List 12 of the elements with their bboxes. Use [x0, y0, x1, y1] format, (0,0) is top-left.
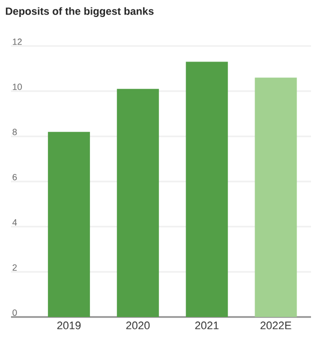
chart-title: Deposits of the biggest banks	[6, 7, 154, 17]
y-tick-label: 10	[12, 84, 22, 90]
x-tick-label: 2022E	[260, 322, 292, 330]
y-tick-label: 2	[12, 264, 17, 271]
x-tick-label: 2020	[126, 322, 150, 330]
y-tick-label: 6	[12, 174, 17, 180]
y-tick-label: 4	[12, 219, 17, 226]
y-tick-label: 0	[12, 309, 17, 316]
y-tick-label: 12	[12, 38, 22, 45]
x-tick-label: 2019	[57, 322, 81, 330]
y-tick-label: 8	[12, 128, 17, 136]
x-tick-label: 2021	[195, 322, 219, 330]
